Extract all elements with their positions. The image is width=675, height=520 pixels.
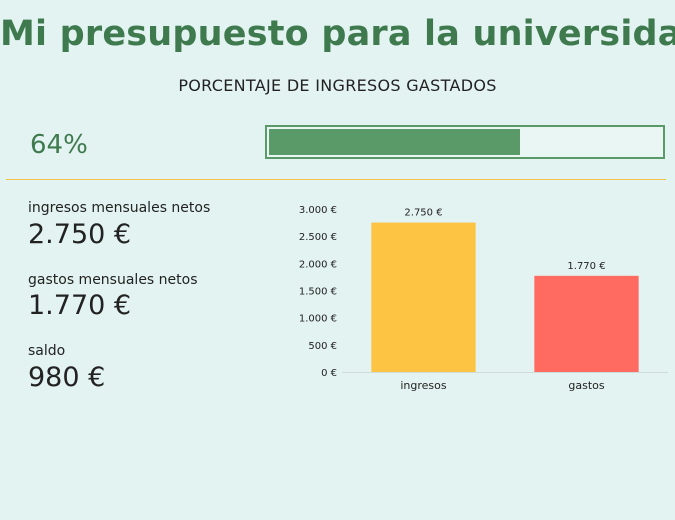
x-tick-label-ingresos: ingresos xyxy=(400,379,447,392)
y-tick-label: 1.000 € xyxy=(299,314,337,325)
income-expenses-bar-chart: 0 € 500 € 1.000 € 1.500 € 2.000 € 2.500 € 3.00… xyxy=(299,205,668,392)
y-tick-label: 2.500 € xyxy=(299,232,337,243)
y-tick-label: 0 € xyxy=(321,368,337,379)
data-label-gastos: 1.770 € xyxy=(567,261,605,272)
income-label: ingresos mensuales netos xyxy=(28,200,211,216)
percent-spent-progress-fill xyxy=(269,129,520,155)
balance-label: saldo xyxy=(28,343,66,359)
percent-spent-progress-bar xyxy=(265,125,665,159)
y-tick-label: 2.000 € xyxy=(299,259,337,270)
bar-gastos xyxy=(534,275,639,372)
expenses-label: gastos mensuales netos xyxy=(28,272,198,288)
y-tick-label: 500 € xyxy=(308,341,337,352)
y-tick-label: 3.000 € xyxy=(299,205,337,216)
page-title: Mi presupuesto para la universidad xyxy=(0,14,675,54)
expenses-value: 1.770 € xyxy=(28,290,132,321)
percent-spent-value: 64% xyxy=(30,130,88,160)
data-label-ingresos: 2.750 € xyxy=(404,208,442,219)
section-subtitle: PORCENTAJE DE INGRESOS GASTADOS xyxy=(178,76,497,95)
y-tick-label: 1.500 € xyxy=(299,287,337,298)
balance-value: 980 € xyxy=(28,362,106,393)
x-tick-label-gastos: gastos xyxy=(568,379,604,392)
income-value: 2.750 € xyxy=(28,219,132,250)
section-divider xyxy=(6,179,666,180)
bar-ingresos xyxy=(371,222,476,372)
